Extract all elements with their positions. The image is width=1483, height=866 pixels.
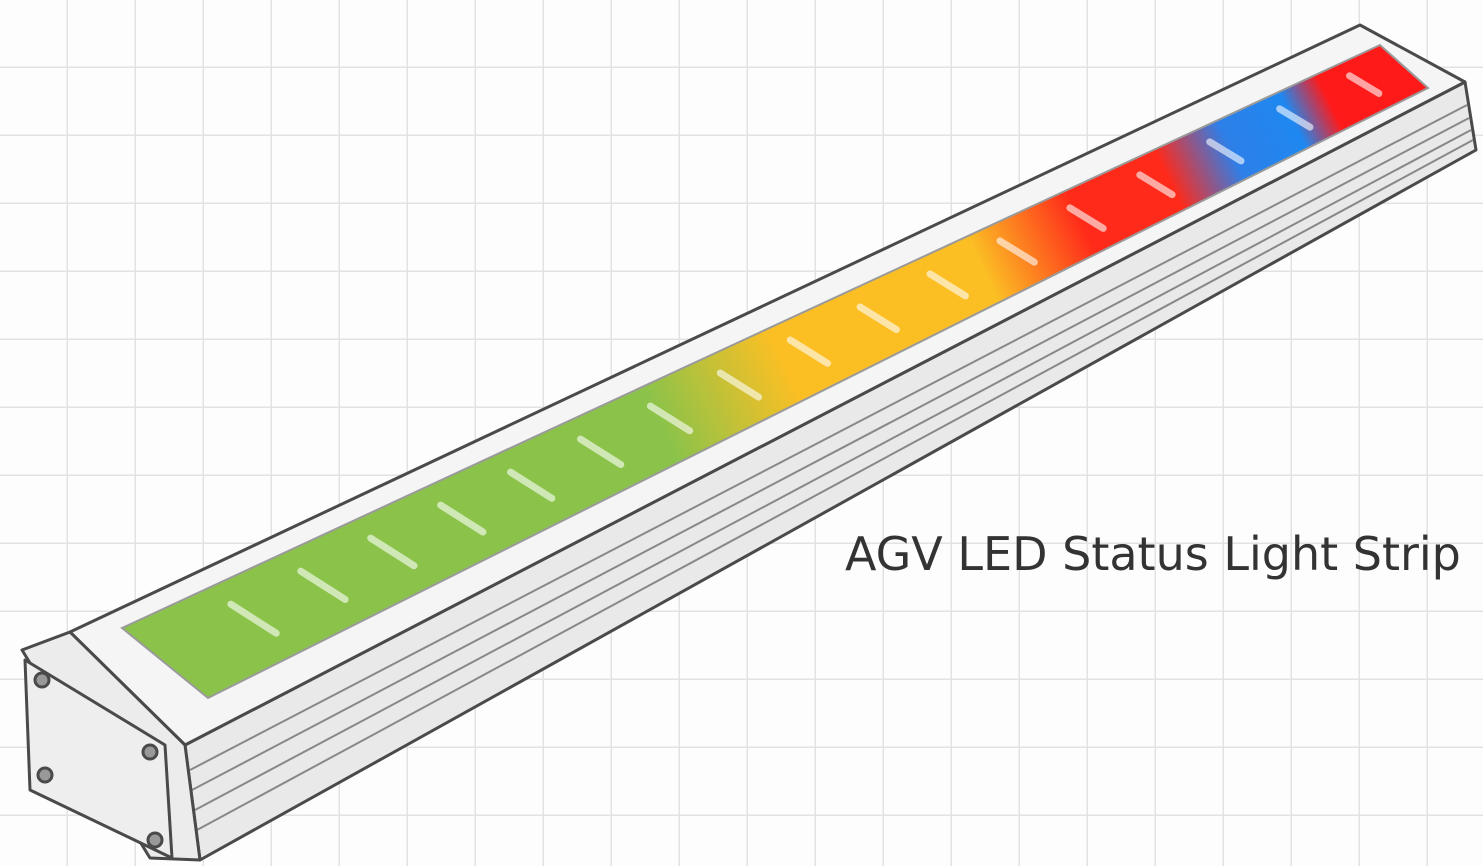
led-face (120, 43, 1430, 700)
segment-line (367, 534, 418, 570)
segment-line (996, 237, 1038, 266)
segment-line (507, 468, 556, 502)
segment-line (716, 369, 763, 401)
segment-line (1206, 138, 1245, 165)
led-segments (227, 72, 1383, 637)
segment-line (926, 270, 969, 300)
segment-line (437, 501, 487, 536)
segment-line (1276, 105, 1314, 131)
segment-line (227, 600, 280, 637)
segment-line (1136, 171, 1176, 199)
segment-line (856, 303, 900, 334)
segment-line (786, 336, 832, 367)
label: AGV LED Status Light Strip (845, 527, 1461, 581)
segment-line (1346, 72, 1383, 97)
segment-line (1066, 204, 1107, 232)
segment-line (576, 435, 625, 469)
segment-line (297, 567, 349, 603)
segment-line (646, 402, 694, 435)
